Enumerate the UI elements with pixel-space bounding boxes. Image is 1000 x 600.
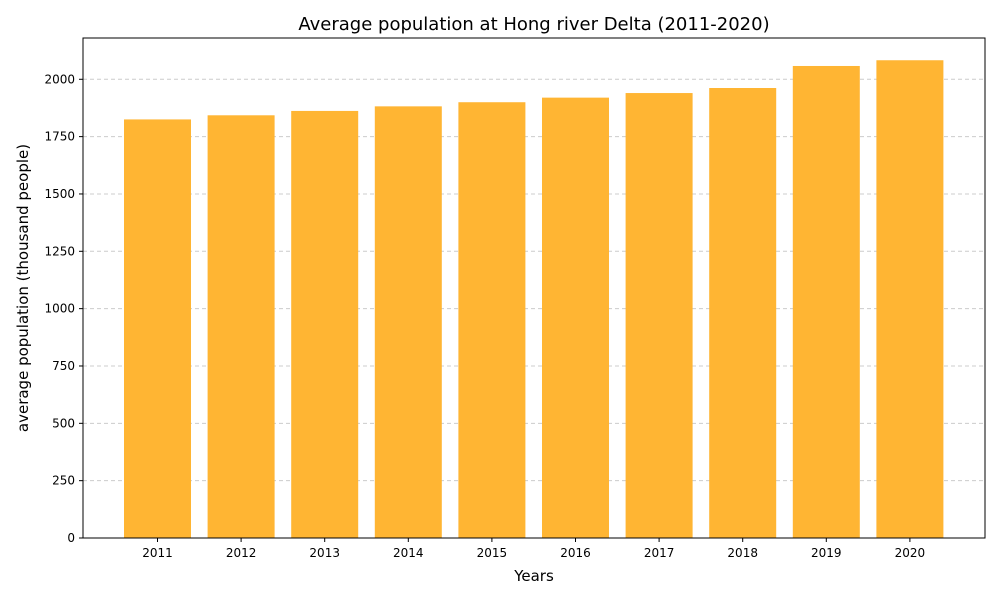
bar-2011: [124, 119, 191, 538]
bar-2019: [792, 65, 860, 538]
bars: [124, 60, 944, 538]
plot-frame: [82, 37, 986, 539]
x-tick-label: 2013: [309, 546, 340, 560]
y-axis-label: average population (thousand people): [14, 144, 32, 432]
bar-2020: [876, 60, 944, 538]
y-tick-label: 1750: [44, 130, 75, 144]
y-tick-label: 1250: [44, 244, 75, 258]
y-tick-label: 1500: [44, 187, 75, 201]
x-tick-label: 2015: [477, 546, 508, 560]
x-tick-label: 2018: [727, 546, 758, 560]
x-tick-label: 2017: [644, 546, 675, 560]
x-tick-label: 2020: [895, 546, 926, 560]
chart-title: Average population at Hong river Delta (…: [298, 14, 769, 35]
x-tick-label: 2011: [142, 546, 173, 560]
y-tick-label: 2000: [44, 72, 75, 86]
x-axis-ticks: 2011 2012 2013 2014 2015 2016 2017 2018 2019 2020: [142, 538, 925, 560]
y-tick-label: 0: [67, 531, 75, 545]
y-tick-label: 750: [52, 359, 75, 373]
bar-2016: [542, 97, 609, 538]
bar-2013: [291, 110, 359, 538]
x-tick-label: 2016: [560, 546, 591, 560]
bar-2017: [625, 93, 693, 538]
bar-2012: [207, 115, 275, 538]
y-tick-label: 1000: [44, 302, 75, 316]
y-tick-label: 500: [52, 416, 75, 430]
x-tick-label: 2014: [393, 546, 424, 560]
y-axis-ticks: 0 250 500 750 1000 1250 1500 1750 2000: [44, 72, 83, 545]
x-tick-label: 2012: [226, 546, 257, 560]
bar-2018: [709, 88, 777, 538]
x-axis-label: Years: [513, 567, 554, 585]
y-tick-label: 250: [52, 474, 75, 488]
bar-2014: [374, 106, 442, 538]
x-tick-label: 2019: [811, 546, 842, 560]
bar-2015: [458, 102, 526, 538]
